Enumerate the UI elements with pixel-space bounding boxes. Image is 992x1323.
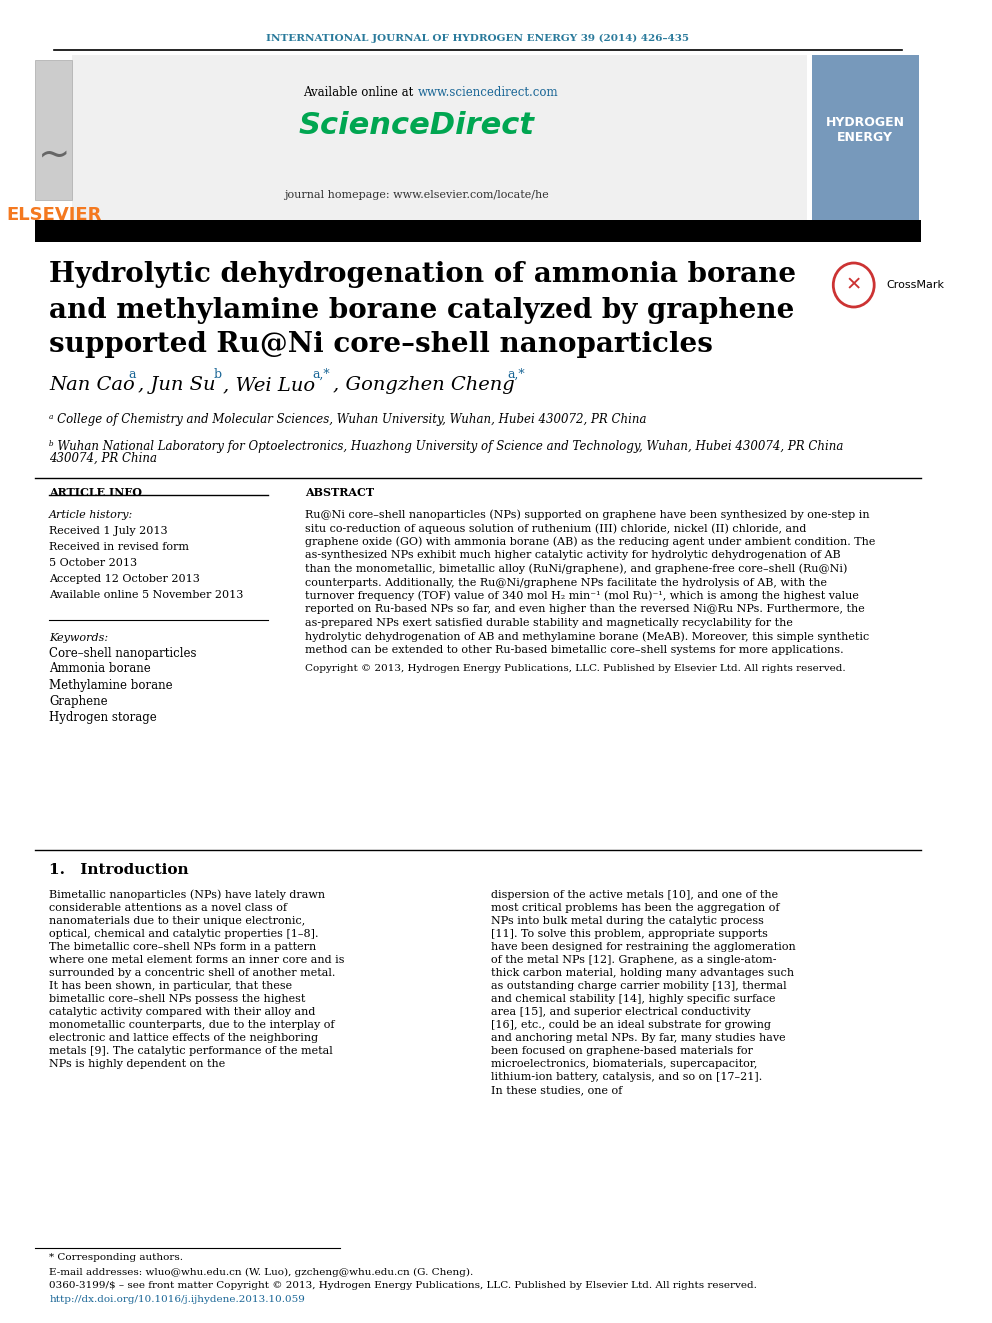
Text: reported on Ru-based NPs so far, and even higher than the reversed Ni@Ru NPs. Fu: reported on Ru-based NPs so far, and eve…: [305, 605, 865, 614]
Bar: [36, 56, 72, 220]
Text: nanomaterials due to their unique electronic,: nanomaterials due to their unique electr…: [50, 916, 306, 926]
Text: lithium-ion battery, catalysis, and so on [17–21].: lithium-ion battery, catalysis, and so o…: [491, 1072, 762, 1082]
Text: Hydrolytic dehydrogenation of ammonia borane: Hydrolytic dehydrogenation of ammonia bo…: [50, 262, 797, 288]
Text: a,*: a,*: [508, 368, 526, 381]
Text: dispersion of the active metals [10], and one of the: dispersion of the active metals [10], an…: [491, 890, 778, 900]
Text: metals [9]. The catalytic performance of the metal: metals [9]. The catalytic performance of…: [50, 1046, 333, 1056]
Text: as-prepared NPs exert satisfied durable stability and magnetically recyclability: as-prepared NPs exert satisfied durable …: [305, 618, 793, 628]
Text: a,*: a,*: [312, 368, 330, 381]
Text: most critical problems has been the aggregation of: most critical problems has been the aggr…: [491, 904, 780, 913]
Text: Ammonia borane: Ammonia borane: [50, 663, 151, 676]
Text: NPs is highly dependent on the: NPs is highly dependent on the: [50, 1058, 225, 1069]
Text: electronic and lattice effects of the neighboring: electronic and lattice effects of the ne…: [50, 1033, 318, 1043]
Text: Nan Cao: Nan Cao: [50, 376, 141, 394]
Text: HYDROGEN
ENERGY: HYDROGEN ENERGY: [825, 116, 905, 144]
Text: It has been shown, in particular, that these: It has been shown, in particular, that t…: [50, 980, 293, 991]
Text: been focused on graphene-based materials for: been focused on graphene-based materials…: [491, 1046, 753, 1056]
Text: of the metal NPs [12]. Graphene, as a single-atom-: of the metal NPs [12]. Graphene, as a si…: [491, 955, 777, 964]
Text: a: a: [128, 368, 136, 381]
Text: [16], etc., could be an ideal substrate for growing: [16], etc., could be an ideal substrate …: [491, 1020, 771, 1031]
Text: journal homepage: www.elsevier.com/locate/he: journal homepage: www.elsevier.com/locat…: [285, 191, 549, 200]
Text: optical, chemical and catalytic properties [1–8].: optical, chemical and catalytic properti…: [50, 929, 318, 939]
Text: Article history:: Article history:: [50, 509, 134, 520]
Text: microelectronics, biomaterials, supercapacitor,: microelectronics, biomaterials, supercap…: [491, 1058, 757, 1069]
Text: The bimetallic core–shell NPs form in a pattern: The bimetallic core–shell NPs form in a …: [50, 942, 316, 953]
Text: and chemical stability [14], highly specific surface: and chemical stability [14], highly spec…: [491, 994, 776, 1004]
Text: ELSEVIER: ELSEVIER: [6, 206, 101, 224]
Text: INTERNATIONAL JOURNAL OF HYDROGEN ENERGY 39 (2014) 426–435: INTERNATIONAL JOURNAL OF HYDROGEN ENERGY…: [267, 33, 689, 42]
Text: considerable attentions as a novel class of: considerable attentions as a novel class…: [50, 904, 288, 913]
Text: Available online 5 November 2013: Available online 5 November 2013: [50, 590, 244, 601]
Text: thick carbon material, holding many advantages such: thick carbon material, holding many adva…: [491, 968, 795, 978]
Text: Methylamine borane: Methylamine borane: [50, 679, 173, 692]
Text: Received in revised form: Received in revised form: [50, 542, 189, 552]
Text: Core–shell nanoparticles: Core–shell nanoparticles: [50, 647, 196, 659]
Text: and anchoring metal NPs. By far, many studies have: and anchoring metal NPs. By far, many st…: [491, 1033, 786, 1043]
Text: Copyright © 2013, Hydrogen Energy Publications, LLC. Published by Elsevier Ltd. : Copyright © 2013, Hydrogen Energy Public…: [305, 664, 845, 673]
Text: 430074, PR China: 430074, PR China: [50, 451, 158, 464]
Text: Bimetallic nanoparticles (NPs) have lately drawn: Bimetallic nanoparticles (NPs) have late…: [50, 890, 325, 900]
Text: area [15], and superior electrical conductivity: area [15], and superior electrical condu…: [491, 1007, 751, 1017]
Text: b: b: [214, 368, 222, 381]
Text: supported Ru@Ni core–shell nanoparticles: supported Ru@Ni core–shell nanoparticles: [50, 332, 713, 359]
Bar: [72, 56, 807, 220]
Text: turnover frequency (TOF) value of 340 mol H₂ min⁻¹ (mol Ru)⁻¹, which is among th: turnover frequency (TOF) value of 340 mo…: [305, 590, 859, 601]
Text: E-mail addresses: wluo@whu.edu.cn (W. Luo), gzcheng@whu.edu.cn (G. Cheng).: E-mail addresses: wluo@whu.edu.cn (W. Lu…: [50, 1267, 473, 1277]
Text: Hydrogen storage: Hydrogen storage: [50, 710, 157, 724]
Text: than the monometallic, bimetallic alloy (RuNi/graphene), and graphene-free core–: than the monometallic, bimetallic alloy …: [305, 564, 847, 574]
Text: Keywords:: Keywords:: [50, 632, 108, 643]
Text: Received 1 July 2013: Received 1 July 2013: [50, 527, 168, 536]
Text: Available online at: Available online at: [303, 86, 417, 98]
Text: * Corresponding authors.: * Corresponding authors.: [50, 1253, 184, 1262]
Text: In these studies, one of: In these studies, one of: [491, 1085, 622, 1095]
Text: 1. Introduction: 1. Introduction: [50, 863, 188, 877]
Text: ~: ~: [38, 136, 70, 175]
Text: Ru@Ni core–shell nanoparticles (NPs) supported on graphene have been synthesized: Ru@Ni core–shell nanoparticles (NPs) sup…: [305, 509, 870, 520]
Text: , Wei Luo: , Wei Luo: [223, 376, 321, 394]
Text: ARTICLE INFO: ARTICLE INFO: [50, 487, 142, 497]
Text: situ co-reduction of aqueous solution of ruthenium (III) chloride, nickel (II) c: situ co-reduction of aqueous solution of…: [305, 523, 806, 533]
Text: hydrolytic dehydrogenation of AB and methylamine borane (MeAB). Moreover, this s: hydrolytic dehydrogenation of AB and met…: [305, 631, 869, 642]
Text: ᵃ College of Chemistry and Molecular Sciences, Wuhan University, Wuhan, Hubei 43: ᵃ College of Chemistry and Molecular Sci…: [50, 414, 647, 426]
Text: and methylamine borane catalyzed by graphene: and methylamine borane catalyzed by grap…: [50, 296, 795, 324]
Text: http://dx.doi.org/10.1016/j.ijhydene.2013.10.059: http://dx.doi.org/10.1016/j.ijhydene.201…: [50, 1295, 306, 1304]
Text: www.sciencedirect.com: www.sciencedirect.com: [418, 86, 558, 98]
Text: surrounded by a concentric shell of another metal.: surrounded by a concentric shell of anot…: [50, 968, 335, 978]
Text: CrossMark: CrossMark: [886, 280, 944, 290]
Text: 0360-3199/$ – see front matter Copyright © 2013, Hydrogen Energy Publications, L: 0360-3199/$ – see front matter Copyright…: [50, 1282, 757, 1290]
Text: [11]. To solve this problem, appropriate supports: [11]. To solve this problem, appropriate…: [491, 929, 768, 939]
Text: NPs into bulk metal during the catalytic process: NPs into bulk metal during the catalytic…: [491, 916, 764, 926]
Text: as outstanding charge carrier mobility [13], thermal: as outstanding charge carrier mobility […: [491, 980, 787, 991]
Text: graphene oxide (GO) with ammonia borane (AB) as the reducing agent under ambient: graphene oxide (GO) with ammonia borane …: [305, 537, 875, 548]
Text: counterparts. Additionally, the Ru@Ni/graphene NPs facilitate the hydrolysis of : counterparts. Additionally, the Ru@Ni/gr…: [305, 578, 827, 587]
Text: ✕: ✕: [845, 275, 862, 295]
Text: have been designed for restraining the agglomeration: have been designed for restraining the a…: [491, 942, 796, 953]
Text: method can be extended to other Ru-based bimetallic core–shell systems for more : method can be extended to other Ru-based…: [305, 646, 843, 655]
Text: monometallic counterparts, due to the interplay of: monometallic counterparts, due to the in…: [50, 1020, 334, 1031]
Text: , Gongzhen Cheng: , Gongzhen Cheng: [333, 376, 521, 394]
Text: ᵇ Wuhan National Laboratory for Optoelectronics, Huazhong University of Science : ᵇ Wuhan National Laboratory for Optoelec…: [50, 441, 843, 452]
Text: bimetallic core–shell NPs possess the highest: bimetallic core–shell NPs possess the hi…: [50, 994, 306, 1004]
Bar: [811, 56, 919, 220]
Text: Graphene: Graphene: [50, 695, 108, 708]
Text: as-synthesized NPs exhibit much higher catalytic activity for hydrolytic dehydro: as-synthesized NPs exhibit much higher c…: [305, 550, 840, 561]
Text: ABSTRACT: ABSTRACT: [305, 487, 374, 497]
Bar: [36, 220, 921, 242]
Text: where one metal element forms an inner core and is: where one metal element forms an inner c…: [50, 955, 345, 964]
Text: , Jun Su: , Jun Su: [138, 376, 221, 394]
Text: Accepted 12 October 2013: Accepted 12 October 2013: [50, 574, 200, 583]
Bar: [36, 60, 72, 200]
Text: catalytic activity compared with their alloy and: catalytic activity compared with their a…: [50, 1007, 315, 1017]
Text: ScienceDirect: ScienceDirect: [299, 111, 535, 139]
Text: 5 October 2013: 5 October 2013: [50, 558, 137, 568]
